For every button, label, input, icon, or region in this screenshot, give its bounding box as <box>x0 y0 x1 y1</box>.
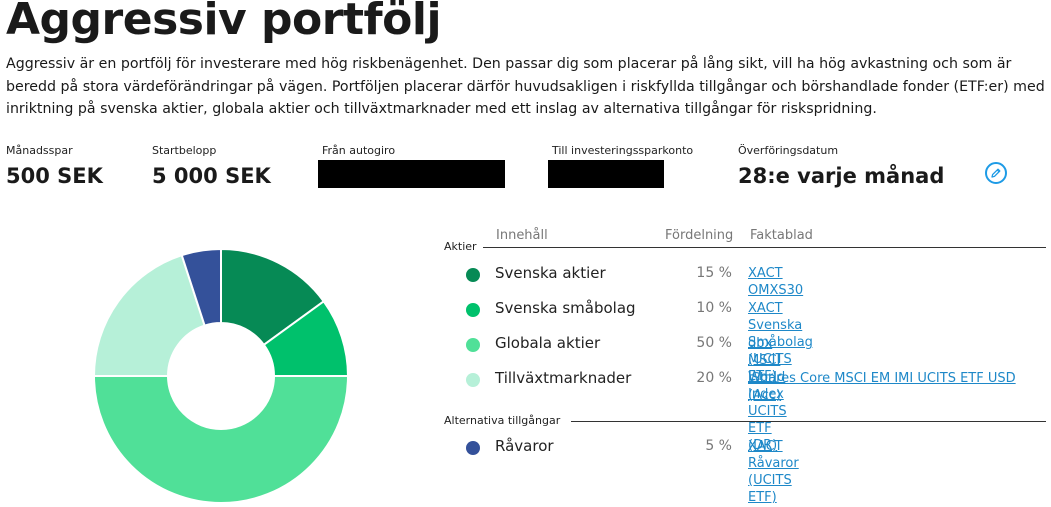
header-allocation: Fördelning <box>665 228 734 243</box>
start-amount-label: Startbelopp <box>152 144 217 157</box>
holding-percent: 20 % <box>696 370 732 386</box>
from-autogiro-label: Från autogiro <box>322 144 396 157</box>
redacted-account-to <box>548 160 664 188</box>
legend-dot <box>466 373 480 387</box>
holding-name: Råvaror <box>495 437 554 455</box>
edit-button[interactable] <box>985 162 1007 184</box>
transfer-date-label: Överföringsdatum <box>738 144 839 157</box>
holding-percent: 5 % <box>705 438 732 454</box>
group-label-stocks: Aktier <box>444 240 477 253</box>
holding-name: Svenska aktier <box>495 264 606 282</box>
holding-name: Svenska småbolag <box>495 299 636 317</box>
to-isk-label: Till investeringssparkonto <box>552 144 694 157</box>
donut-slice <box>180 247 222 327</box>
page-title: Aggressiv portfölj <box>6 0 442 45</box>
header-factsheet: Faktablad <box>750 228 813 243</box>
holding-percent: 15 % <box>696 265 732 281</box>
holding-percent: 10 % <box>696 300 732 316</box>
factsheet-link[interactable]: dbx MSCI World Index UCITS ETF (DR) <box>748 336 787 453</box>
legend-dot <box>466 441 480 455</box>
donut-slice <box>92 375 350 504</box>
holding-name: Globala aktier <box>495 334 601 352</box>
pencil-icon <box>991 168 1001 178</box>
to-isk: Till investeringssparkonto <box>552 144 693 157</box>
factsheet-link[interactable]: iShares Core MSCI EM IMI UCITS ETF USD (… <box>748 371 1016 403</box>
group-divider-alternatives <box>571 421 1046 422</box>
group-divider-stocks <box>483 247 1046 248</box>
monthly-savings-label: Månadsspar <box>6 144 73 157</box>
header-content: Innehåll <box>496 228 548 243</box>
monthly-savings-value: 500 SEK <box>6 164 103 188</box>
holding-name: Tillväxtmarknader <box>495 369 632 387</box>
allocation-donut-chart <box>92 247 350 504</box>
legend-dot <box>466 338 480 352</box>
group-label-alternatives: Alternativa tillgångar <box>444 414 561 427</box>
from-autogiro: Från autogiro <box>322 144 395 157</box>
redacted-account-from <box>318 160 505 188</box>
donut-slice <box>92 253 206 377</box>
legend-dot <box>466 303 480 317</box>
factsheet-link[interactable]: XACT OMXS30 <box>748 266 804 298</box>
start-amount-value: 5 000 SEK <box>152 164 271 188</box>
start-amount: Startbelopp 5 000 SEK <box>152 144 271 188</box>
factsheet-link[interactable]: XACT Råvaror (UCITS ETF) <box>748 439 799 505</box>
transfer-date-value: 28:e varje månad <box>738 164 945 188</box>
monthly-savings: Månadsspar 500 SEK <box>6 144 103 188</box>
transfer-date: Överföringsdatum 28:e varje månad <box>738 144 944 188</box>
legend-dot <box>466 268 480 282</box>
portfolio-description: Aggressiv är en portfölj för investerare… <box>6 56 1045 117</box>
holding-percent: 50 % <box>696 335 732 351</box>
factsheet-link[interactable]: XACT Svenska Småbolag (UCITS ETF) <box>748 301 813 384</box>
